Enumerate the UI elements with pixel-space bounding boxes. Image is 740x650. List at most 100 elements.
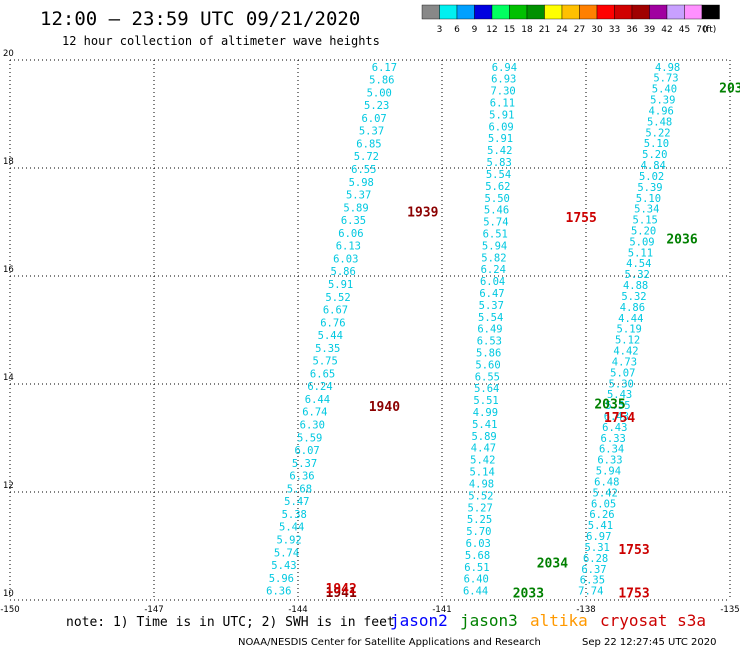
scale-swatch <box>456 4 475 20</box>
swh-value: 5.40 <box>652 84 677 96</box>
swh-value: 5.91 <box>328 279 353 291</box>
time-annotation: 1755 <box>566 211 597 226</box>
note-text: note: 1) Time is in UTC; 2) SWH is in fe… <box>66 615 395 630</box>
y-tick-label: 18 <box>3 157 14 167</box>
swh-value: 5.41 <box>472 419 497 431</box>
scale-label: 15 <box>504 25 515 35</box>
time-annotation: 2034 <box>537 557 568 572</box>
swh-value: 5.07 <box>610 367 635 379</box>
swh-value: 6.65 <box>310 368 335 380</box>
swh-value: 6.85 <box>356 138 381 150</box>
swh-value: 6.33 <box>601 433 626 445</box>
swh-value: 5.59 <box>297 432 322 444</box>
swh-value: 4.98 <box>469 478 494 490</box>
swh-value: 7.74 <box>578 586 603 598</box>
swh-value: 4.99 <box>473 407 498 419</box>
swh-value: 6.43 <box>602 422 627 434</box>
scale-swatch <box>509 4 528 20</box>
footer-timestamp: Sep 22 12:27:45 UTC 2020 <box>582 637 716 648</box>
swh-value: 6.43 <box>604 411 629 423</box>
time-annotation: 1753 <box>618 586 649 601</box>
swh-value: 5.73 <box>653 73 678 85</box>
swh-value: 6.24 <box>307 381 332 393</box>
swh-value: 4.96 <box>649 105 674 117</box>
swh-value: 5.34 <box>634 204 659 216</box>
swh-value: 6.55 <box>351 164 376 176</box>
swh-value: 6.07 <box>294 445 319 457</box>
swh-value: 5.68 <box>465 550 490 562</box>
swh-value: 5.68 <box>287 483 312 495</box>
swh-value: 5.22 <box>645 127 670 139</box>
swh-value: 5.37 <box>359 126 384 138</box>
swh-value: 4.73 <box>612 356 637 368</box>
swh-value: 6.26 <box>589 509 614 521</box>
swh-value: 5.30 <box>609 378 634 390</box>
scale-swatch <box>649 4 668 20</box>
swh-value: 6.06 <box>338 228 363 240</box>
satellite-legend-item: cryosat s3a <box>600 611 706 630</box>
swh-value: 5.64 <box>474 383 499 395</box>
swh-value: 6.51 <box>464 562 489 574</box>
swh-value: 6.44 <box>463 586 488 598</box>
scale-swatch <box>614 4 633 20</box>
footer-center: NOAA/NESDIS Center for Satellite Applica… <box>238 637 541 648</box>
swh-value: 6.35 <box>580 575 605 587</box>
swh-value: 5.96 <box>269 573 294 585</box>
swh-value: 5.37 <box>292 458 317 470</box>
time-annotation: 2035 <box>594 397 625 412</box>
swh-value: 5.54 <box>478 312 503 324</box>
swh-value: 6.49 <box>477 324 502 336</box>
swh-value: 5.48 <box>647 116 672 128</box>
swh-value: 5.86 <box>331 266 356 278</box>
swh-value: 6.11 <box>490 98 515 110</box>
swh-value: 5.10 <box>644 138 669 150</box>
scale-label: 39 <box>644 25 656 35</box>
time-annotation: 1941 <box>326 586 357 601</box>
time-annotation: 1942 <box>326 582 357 597</box>
swh-value: 4.47 <box>471 443 496 455</box>
y-tick-label: 14 <box>3 373 14 383</box>
swh-value: 5.39 <box>650 95 675 107</box>
scale-swatch <box>579 4 598 20</box>
swh-value: 5.74 <box>274 547 299 559</box>
x-tick-label: -147 <box>144 605 163 615</box>
swh-value: 6.40 <box>464 574 489 586</box>
scale-label: 45 <box>679 25 690 35</box>
swh-value: 5.02 <box>639 171 664 183</box>
swh-value: 6.17 <box>372 62 397 74</box>
swh-value: 4.44 <box>618 313 643 325</box>
swh-value: 5.44 <box>318 330 343 342</box>
time-annotation: 1940 <box>369 400 400 415</box>
swh-value: 5.83 <box>487 157 512 169</box>
swh-value: 5.74 <box>483 217 508 229</box>
y-tick-label: 16 <box>3 265 14 275</box>
axis-ticks: -150 -147 -144 -141 -138 -135 10 12 14 16 18 20 <box>0 49 739 615</box>
swh-value: 5.09 <box>629 236 654 248</box>
swh-value: 6.36 <box>266 586 291 598</box>
scale-label: 33 <box>609 25 620 35</box>
scale-label: 36 <box>626 25 638 35</box>
swh-value: 5.32 <box>625 269 650 281</box>
swh-value: 6.51 <box>483 228 508 240</box>
scale-swatch <box>561 4 580 20</box>
swh-value: 5.50 <box>485 193 510 205</box>
swh-value: 6.13 <box>336 241 361 253</box>
time-annotation: 2037 <box>719 81 740 96</box>
swh-value: 5.00 <box>367 87 392 99</box>
swh-value: 5.15 <box>633 215 658 227</box>
swh-value: 6.37 <box>581 564 606 576</box>
scale-swatch <box>491 4 510 20</box>
swh-value: 5.43 <box>607 389 632 401</box>
y-tick-label: 20 <box>3 49 14 59</box>
swh-value: 5.72 <box>354 151 379 163</box>
scale-swatch <box>701 4 720 20</box>
swh-value: 5.52 <box>325 292 350 304</box>
grid-lines <box>9 59 731 601</box>
swh-value: 4.42 <box>613 346 638 358</box>
swh-value: 5.60 <box>475 359 500 371</box>
swh-values: 6.175.865.005.236.075.376.855.726.555.98… <box>266 62 680 598</box>
scale-swatch <box>474 4 493 20</box>
swh-value: 5.75 <box>313 356 338 368</box>
swh-value: 5.46 <box>484 205 509 217</box>
satellite-legend: jason2 jason3 altika cryosat s3a <box>390 611 706 630</box>
